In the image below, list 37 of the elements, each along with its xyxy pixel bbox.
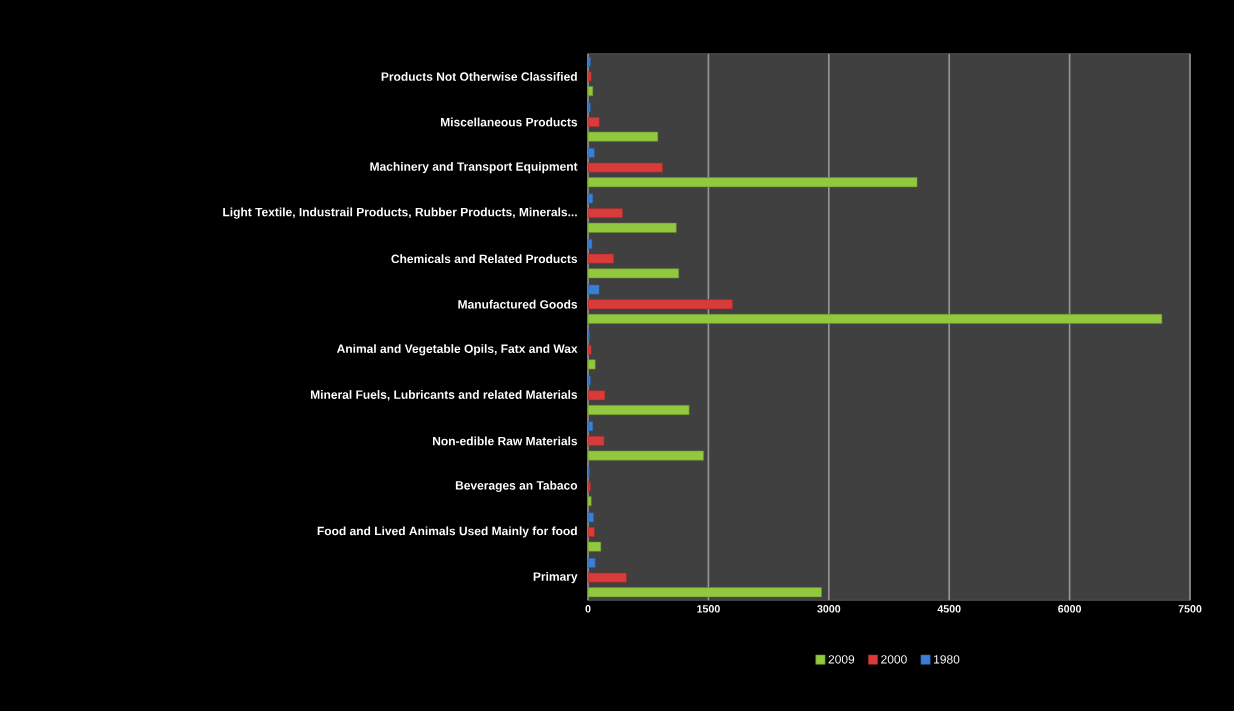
y-tick-label: Products Not Otherwise Classified: [381, 72, 577, 81]
legend-label: 1980: [934, 655, 960, 664]
bar: [588, 512, 594, 523]
bar: [588, 284, 600, 295]
bar: [588, 557, 596, 568]
x-tick-label: 4500: [937, 605, 961, 613]
y-tick-label: Chemicals and Related Products: [391, 254, 578, 264]
legend-label: 2009: [828, 655, 855, 664]
x-tick-label: 1500: [697, 605, 720, 613]
x-tick-label: 3000: [817, 605, 841, 613]
y-tick-label: Manufactured Goods: [458, 299, 578, 309]
y-tick-label: Non-edible Raw Materials: [433, 436, 578, 446]
y-tick-label: Food and Lived Animals Used Mainly for food: [317, 526, 577, 538]
bar: [588, 208, 623, 219]
bar: [588, 344, 592, 355]
bar: [588, 253, 614, 264]
bar: [588, 390, 606, 401]
y-tick-label: Light Textile, Industrail Products, Rubber Products, Minerals...: [223, 207, 577, 219]
legend-label: 2000: [881, 655, 907, 664]
y-tick-label: Primary: [533, 571, 578, 584]
x-tick-label: 7500: [1178, 605, 1202, 613]
y-tick-label: Miscellaneous Products: [441, 117, 578, 127]
y-tick-label: Animal and Vegetable Opils, Fatx and Wax: [336, 344, 578, 356]
bar: [588, 527, 595, 537]
x-tick-label: 0: [585, 605, 591, 613]
bar: [588, 147, 595, 158]
bar: [588, 71, 592, 82]
y-tick-label: Machinery and Transport Equipment: [370, 161, 578, 174]
y-tick-label: Mineral Fuels, Lubricants and related Materials: [310, 390, 578, 401]
bar: [588, 239, 593, 249]
x-tick-label: 6000: [1058, 605, 1082, 613]
bar: [588, 435, 605, 446]
bar: [588, 162, 663, 173]
y-tick-label: Beverages an Tabaco: [455, 480, 578, 493]
bar: [588, 299, 733, 310]
bar: [588, 572, 627, 583]
bar: [588, 117, 600, 127]
